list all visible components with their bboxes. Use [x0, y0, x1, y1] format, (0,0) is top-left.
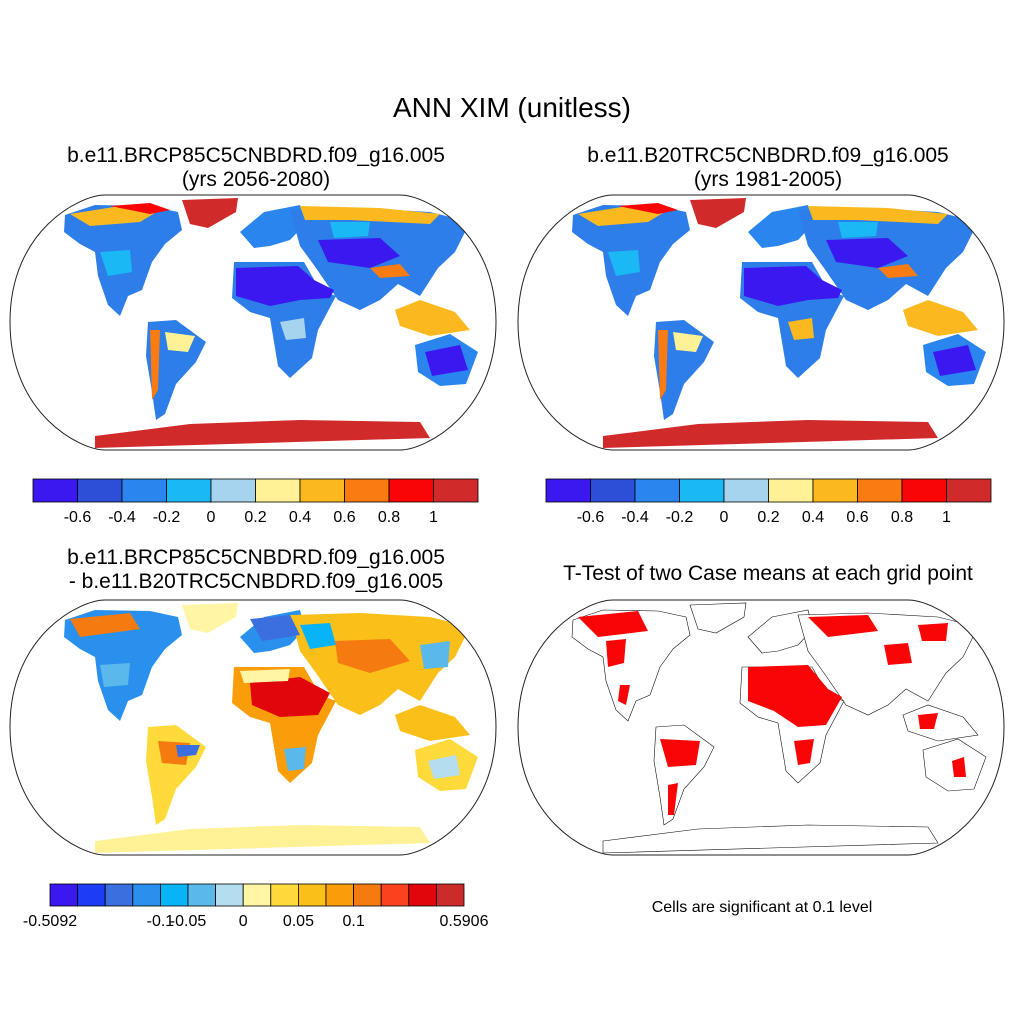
colorbar-difference-swatch	[132, 883, 161, 907]
colorbar-historical-swatch	[679, 478, 725, 503]
colorbar-historical-label: 0.8	[891, 509, 913, 526]
colorbar-difference-swatch	[325, 883, 355, 907]
panel-title-rcp85-years: (yrs 2056-2080)	[181, 168, 331, 191]
map-historical	[517, 194, 1005, 451]
colorbar-historical-label: 0.6	[846, 509, 868, 526]
panel-title-rcp85: b.e11.BRCP85C5CNBDRD.f09_g16.005 (yrs 20…	[0, 144, 512, 192]
colorbar-rcp85-label: 0.2	[244, 509, 266, 526]
colorbar-difference-swatch	[104, 883, 134, 907]
colorbar-difference-swatch	[242, 883, 272, 907]
colorbar-difference-swatch	[187, 883, 217, 907]
colorbar-historical-swatch	[901, 478, 947, 503]
colorbar-historical-swatch	[946, 478, 992, 503]
colorbar-rcp85-swatch	[299, 478, 345, 503]
colorbar-difference-label: 0	[239, 913, 248, 930]
colorbar-historical-swatch	[590, 478, 636, 503]
colorbar-rcp85-label: 0.8	[378, 509, 400, 526]
colorbar-rcp85-swatch	[121, 478, 167, 503]
colorbar-historical-swatch	[634, 478, 680, 503]
colorbar-rcp85-label: 1	[429, 509, 438, 526]
colorbar-historical-label: 0.4	[802, 509, 824, 526]
colorbar-historical-swatch	[768, 478, 814, 503]
colorbar-rcp85-swatch	[32, 478, 78, 503]
colorbar-difference-swatch	[297, 883, 327, 907]
colorbar-rcp85-swatch	[388, 478, 434, 503]
map-difference	[9, 599, 497, 856]
colorbar-rcp85-label: -0.2	[153, 509, 181, 526]
colorbar-rcp85-label: 0	[207, 509, 216, 526]
panel-title-difference-line2: - b.e11.B20TRC5CNBDRD.f09_g16.005	[68, 570, 444, 593]
colorbar-difference-label: 0.5906	[440, 913, 489, 930]
colorbar-rcp85-swatch	[255, 478, 301, 503]
panel-title-ttest: T-Test of two Case means at each grid po…	[563, 562, 973, 585]
colorbar-rcp85-label: 0.4	[289, 509, 311, 526]
colorbar-difference-label: -0.1	[147, 913, 175, 930]
colorbar-rcp85-swatch	[166, 478, 212, 503]
colorbar-historical-label: -0.4	[621, 509, 649, 526]
colorbar-historical-swatch	[812, 478, 858, 503]
colorbar-difference-swatch	[77, 883, 106, 907]
colorbar-difference-swatch	[159, 883, 189, 907]
panel-title-difference: b.e11.BRCP85C5CNBDRD.f09_g16.005 - b.e11…	[0, 546, 512, 594]
map-rcp85	[9, 194, 497, 451]
panel-title-historical-case: b.e11.B20TRC5CNBDRD.f09_g16.005	[587, 144, 949, 167]
panel-title-rcp85-case: b.e11.BRCP85C5CNBDRD.f09_g16.005	[67, 144, 445, 167]
colorbar-historical-label: -0.2	[666, 509, 694, 526]
panel-title-difference-line1: b.e11.BRCP85C5CNBDRD.f09_g16.005	[67, 546, 445, 569]
colorbar-rcp85-swatch	[77, 478, 123, 503]
colorbar-difference-label: 0.1	[342, 913, 364, 930]
colorbar-rcp85-swatch	[344, 478, 390, 503]
colorbar-rcp85: -0.6 -0.4 -0.2 0 0.2 0.4 0.6 0.8 1	[32, 478, 479, 526]
colorbar-historical-swatch	[723, 478, 769, 503]
colorbar-rcp85-label: -0.6	[64, 509, 92, 526]
significance-note: Cells are significant at 0.1 level	[651, 899, 873, 916]
colorbar-historical-label: -0.6	[577, 509, 605, 526]
colorbar-rcp85-swatch	[433, 478, 479, 503]
colorbar-historical-swatch	[857, 478, 903, 503]
colorbar-historical-label: 1	[942, 509, 951, 526]
colorbar-difference: -0.5092 -0.1-0.05 0 0.05 0.1 0.5906	[23, 883, 489, 930]
panel-title-historical-years: (yrs 1981-2005)	[693, 168, 843, 191]
colorbar-difference-swatch	[408, 883, 437, 907]
colorbar-historical-swatch	[545, 478, 591, 503]
panel-title-historical: b.e11.B20TRC5CNBDRD.f09_g16.005 (yrs 198…	[512, 144, 1024, 192]
map-ttest	[517, 599, 1005, 856]
colorbar-difference-swatch	[270, 883, 299, 907]
colorbar-rcp85-swatch	[210, 478, 256, 503]
colorbar-difference-label: 0.05	[283, 913, 314, 930]
colorbar-rcp85-label: -0.4	[108, 509, 136, 526]
colorbar-historical-label: 0.2	[757, 509, 779, 526]
colorbar-difference-swatch	[49, 883, 79, 907]
colorbar-difference-swatch	[353, 883, 382, 907]
colorbar-historical: -0.6 -0.4 -0.2 0 0.2 0.4 0.6 0.8 1	[545, 478, 992, 526]
colorbar-difference-label: -0.05	[170, 913, 207, 930]
figure-title: ANN XIM (unitless)	[392, 92, 632, 123]
colorbar-difference-swatch	[215, 883, 244, 907]
colorbar-difference-swatch	[380, 883, 410, 907]
colorbar-historical-label: 0	[720, 509, 729, 526]
colorbar-difference-label: -0.5092	[23, 913, 77, 930]
colorbar-rcp85-label: 0.6	[333, 509, 355, 526]
colorbar-difference-swatch	[435, 883, 465, 907]
